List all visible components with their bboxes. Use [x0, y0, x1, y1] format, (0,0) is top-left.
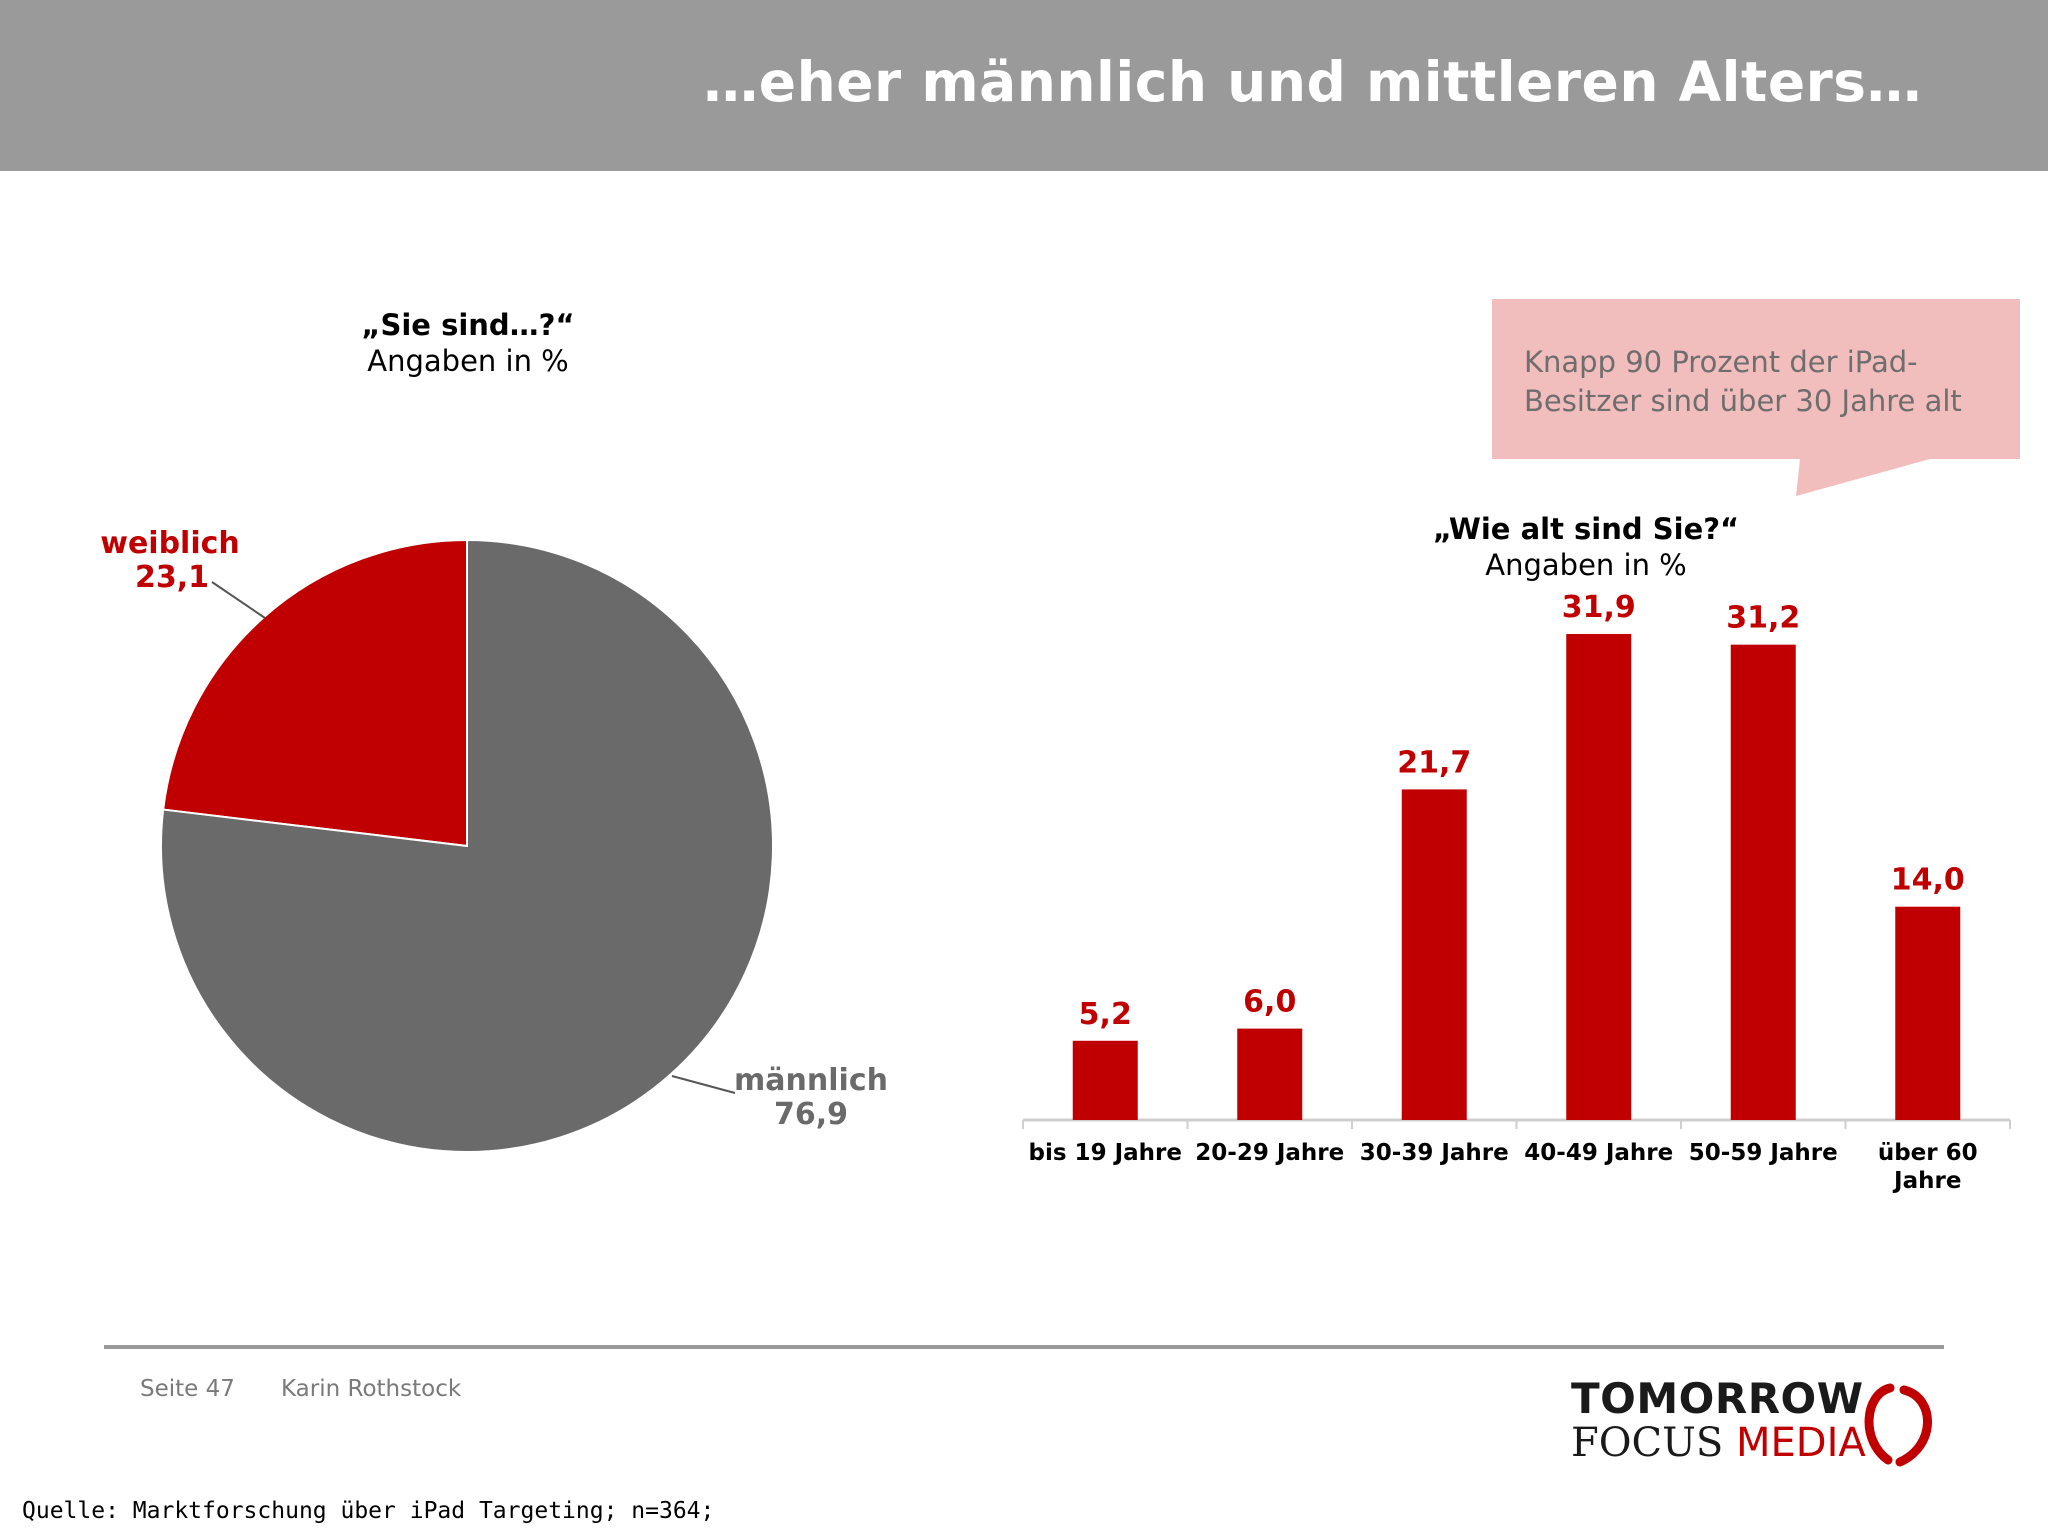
maennlich-leader-line — [671, 1075, 736, 1094]
bar-category-label: Jahre — [1892, 1168, 1961, 1194]
header-bar: …eher männlich und mittleren Alters… — [0, 0, 2048, 171]
footer-author: Karin Rothstock — [281, 1376, 462, 1402]
bar-category-label: über 60 — [1878, 1140, 1978, 1166]
bar-category-label: 50-59 Jahre — [1689, 1140, 1838, 1166]
page-title: …eher männlich und mittleren Alters… — [703, 50, 1922, 114]
bar-4 — [1730, 644, 1796, 1120]
pie-question: „Sie sind…?“ — [361, 308, 575, 342]
logo-ring-icon — [1864, 1383, 1932, 1467]
bar-category-label: 20-29 Jahre — [1195, 1140, 1344, 1166]
pie-chart — [160, 538, 774, 1153]
logo-media: MEDIA — [1735, 1420, 1866, 1466]
bar-value-label: 6,0 — [1243, 985, 1296, 1020]
bar-1 — [1237, 1028, 1303, 1120]
bar-value-label: 31,9 — [1562, 590, 1636, 625]
logo-line-1: TOMORROW — [1571, 1374, 1864, 1423]
bar-question: „Wie alt sind Sie?“ — [1432, 512, 1740, 546]
pie-question-block: „Sie sind…?“ Angaben in % — [268, 307, 668, 379]
bar-0 — [1072, 1040, 1138, 1120]
callout-text: Knapp 90 Prozent der iPad-Besitzer sind … — [1524, 345, 1962, 418]
bar-category-label: 40-49 Jahre — [1524, 1140, 1673, 1166]
weiblich-leader-line — [211, 581, 266, 619]
logo-focus: FOCUS — [1571, 1420, 1724, 1466]
bar-3 — [1566, 634, 1632, 1120]
pie-label-maennlich-name: männlich — [734, 1063, 888, 1098]
bar-category-label: bis 19 Jahre — [1029, 1140, 1182, 1166]
pie-label-weiblich-name: weiblich — [100, 526, 240, 561]
bar-value-label: 5,2 — [1079, 997, 1132, 1032]
bar-2 — [1401, 789, 1467, 1120]
pie-label-weiblich-value: 23,1 — [135, 560, 209, 595]
bar-subtitle: Angaben in % — [1485, 548, 1687, 582]
tomorrow-focus-media-logo: TOMORROW FOCUS MEDIA — [1568, 1374, 1948, 1474]
footer-page-number: Seite 47 — [140, 1376, 235, 1402]
bar-question-block: „Wie alt sind Sie?“ Angaben in % — [1386, 511, 1786, 583]
pie-slice-maennlich — [160, 538, 774, 1153]
bar-value-label: 31,2 — [1726, 601, 1800, 636]
bar-5 — [1895, 906, 1961, 1120]
callout-box: Knapp 90 Prozent der iPad-Besitzer sind … — [1492, 299, 2020, 459]
callout-tail — [1796, 459, 1930, 496]
bar-value-label: 21,7 — [1397, 745, 1471, 780]
pie-subtitle: Angaben in % — [367, 344, 569, 378]
footer-divider — [104, 1345, 1944, 1349]
bar-chart: 5,2 bis 19 Jahre 6,0 20-29 Jahre 21,7 30-39 J… — [1022, 590, 2011, 1194]
pie-label-maennlich-value: 76,9 — [774, 1097, 848, 1132]
logo-line-2: FOCUS MEDIA — [1571, 1420, 1866, 1466]
source-note: Quelle: Marktforschung über iPad Targeti… — [22, 1498, 715, 1524]
bar-value-label: 14,0 — [1891, 863, 1965, 898]
bar-category-label: 30-39 Jahre — [1360, 1140, 1509, 1166]
